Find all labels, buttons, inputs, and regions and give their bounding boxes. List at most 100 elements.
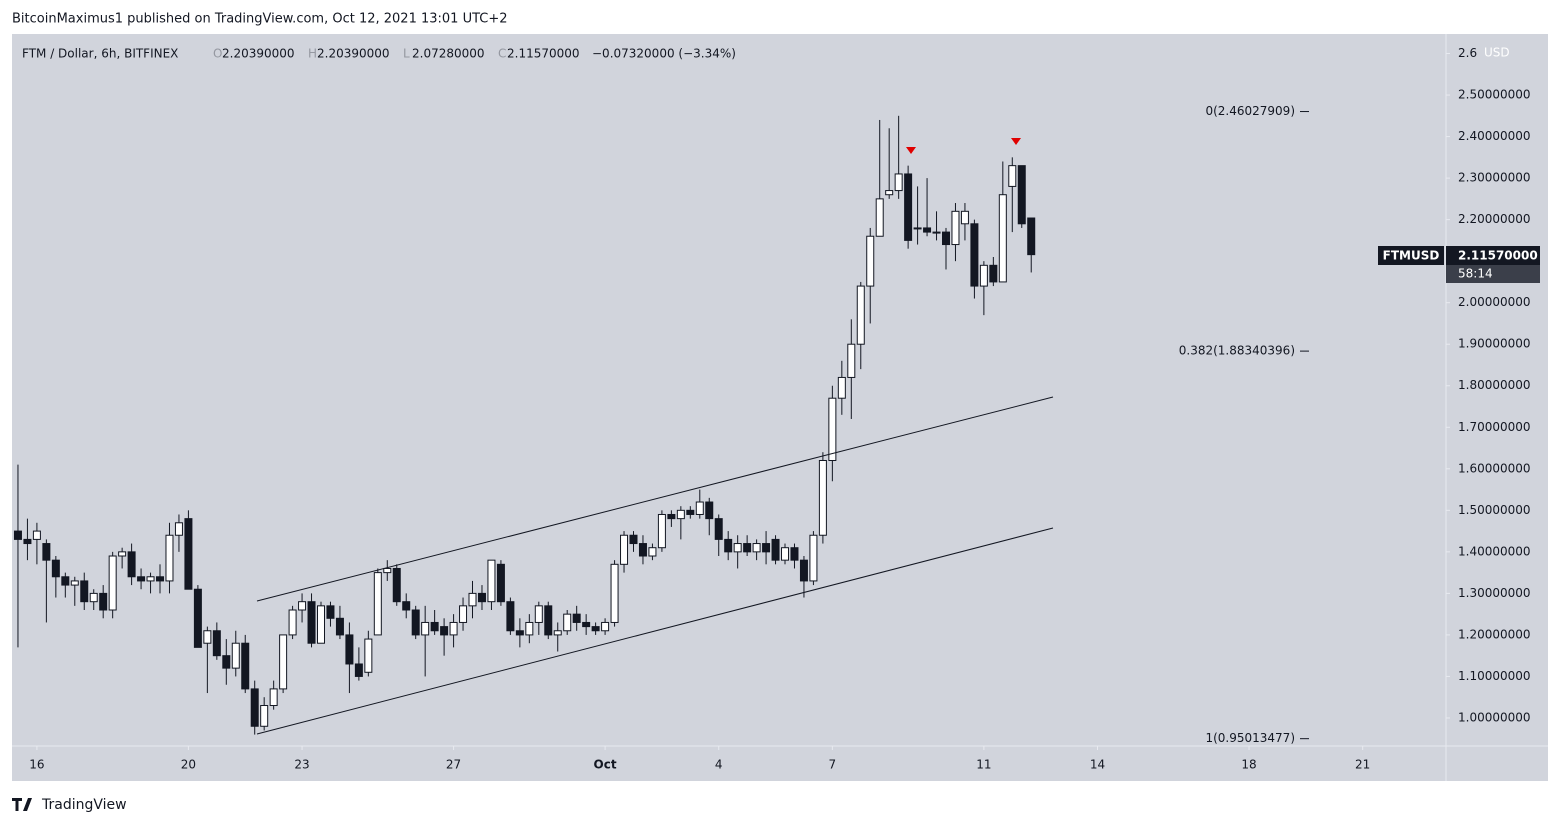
- last-price: 2.11570000: [1458, 249, 1538, 263]
- candle-body: [752, 543, 761, 553]
- y-tick-label: 2.30000000: [1458, 171, 1531, 185]
- candle-body: [847, 343, 856, 378]
- candle-body: [828, 397, 837, 461]
- candle-body: [231, 642, 240, 669]
- x-tick-label: 14: [1090, 758, 1105, 772]
- candle-body: [762, 543, 771, 553]
- candle-body: [61, 576, 70, 586]
- ohlc-value: 2.20390000: [222, 47, 295, 61]
- candle-body: [620, 534, 629, 565]
- candle-body: [534, 605, 543, 623]
- brand: TradingView: [41, 797, 127, 813]
- ohlc-key: L: [403, 47, 410, 61]
- candle-body: [733, 543, 742, 553]
- candle-body: [771, 538, 780, 561]
- candle-body: [894, 173, 903, 192]
- candle-body: [260, 705, 269, 727]
- y-tick-label: 1.00000000: [1458, 710, 1531, 724]
- y-tick-label: 1.20000000: [1458, 627, 1531, 641]
- candle-body: [241, 642, 250, 690]
- candle-body: [137, 576, 146, 582]
- candle-body: [127, 551, 136, 578]
- candle-body: [203, 630, 212, 644]
- y-tick-label: 1.30000000: [1458, 586, 1531, 600]
- candle-body: [345, 634, 354, 665]
- countdown: 58:14: [1458, 267, 1493, 281]
- candle-body: [440, 626, 449, 636]
- ohlc-key: H: [308, 47, 317, 61]
- candle-body: [506, 601, 515, 632]
- candle-body: [714, 518, 723, 540]
- candle-body: [667, 513, 676, 520]
- candle-body: [335, 617, 344, 636]
- candle-body: [525, 621, 534, 636]
- candle-body: [222, 655, 231, 669]
- candle-body: [174, 522, 183, 536]
- candle-body: [695, 501, 704, 515]
- candle-body: [515, 630, 524, 636]
- fib-label: 1(0.95013477): [1205, 731, 1295, 745]
- candle-body: [998, 194, 1007, 283]
- candle-body: [250, 688, 259, 727]
- x-tick-label: 16: [29, 758, 44, 772]
- ohlc-legend: O 2.20390000 H 2.20390000 L 2.07280000 C 2.1157…: [213, 47, 580, 61]
- candle-body: [449, 621, 458, 636]
- candle-body: [316, 605, 325, 644]
- candle-body: [790, 547, 799, 561]
- candle-body: [657, 513, 666, 549]
- candle-body: [70, 580, 79, 586]
- change: −0.07320000 (−3.34%): [592, 47, 736, 61]
- candle-body: [941, 231, 950, 246]
- candle-body: [582, 621, 591, 628]
- channel-upper: [256, 396, 1054, 602]
- candle-body: [146, 576, 155, 582]
- fib-label: 0.382(1.88340396): [1179, 344, 1295, 358]
- candle-body: [885, 190, 894, 196]
- candle-body: [32, 530, 41, 540]
- ohlc-key: O: [213, 47, 222, 61]
- candle-body: [648, 547, 657, 557]
- candle-body: [298, 601, 307, 611]
- marker: [906, 147, 916, 154]
- ohlc-value: 2.11570000: [507, 47, 580, 61]
- candle-body: [866, 235, 875, 287]
- x-tick-label: 4: [715, 758, 723, 772]
- candle-body: [184, 518, 193, 590]
- candle-body: [629, 534, 638, 545]
- y-tick-label: 1.80000000: [1458, 378, 1531, 392]
- candle-body: [402, 601, 411, 611]
- candle-body: [279, 634, 288, 690]
- candle-body: [932, 231, 941, 234]
- y-tick-label: 1.10000000: [1458, 669, 1531, 683]
- candle-body: [572, 613, 581, 623]
- candle-body: [156, 576, 165, 582]
- x-tick-label: 27: [446, 758, 461, 772]
- countdown-box: [1446, 265, 1540, 283]
- candle-body: [563, 613, 572, 632]
- candle-body: [373, 572, 382, 636]
- ticker-box: [1378, 246, 1444, 265]
- candle-body: [979, 264, 988, 287]
- candle-body: [1017, 165, 1026, 225]
- candle-body: [591, 626, 600, 632]
- candle-body: [89, 592, 98, 603]
- candle-body: [307, 601, 316, 644]
- chart-bg: [12, 34, 1548, 781]
- candle-body: [354, 663, 363, 677]
- candle-body: [724, 538, 733, 553]
- candle-body: [610, 563, 619, 623]
- candle-body: [99, 592, 108, 611]
- x-tick-label: 23: [294, 758, 309, 772]
- candle-body: [913, 227, 922, 230]
- candle-body: [923, 227, 932, 233]
- candle-body: [108, 555, 117, 611]
- candle-body: [970, 223, 979, 287]
- candle-body: [686, 509, 695, 515]
- candle-body: [212, 630, 221, 657]
- y-tick-label: 1.40000000: [1458, 544, 1531, 558]
- candle-body: [269, 688, 278, 707]
- candle-body: [875, 198, 884, 237]
- candle-body: [553, 630, 562, 636]
- candle-body: [809, 534, 818, 582]
